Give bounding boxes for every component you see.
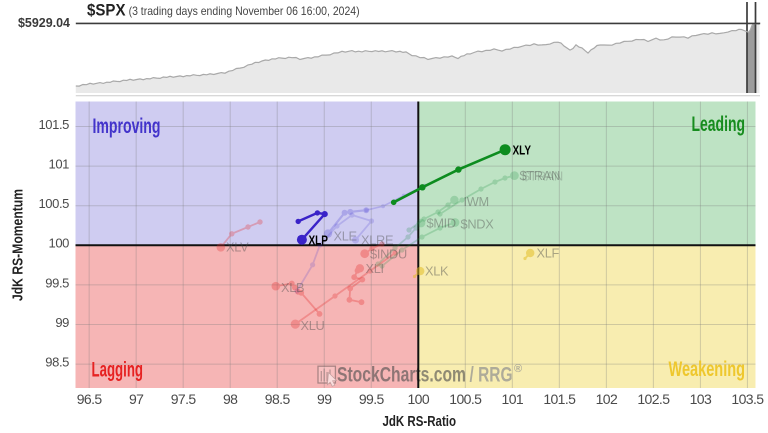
svg-text:/ RRG: / RRG bbox=[470, 364, 513, 387]
svg-text:98.5: 98.5 bbox=[45, 355, 69, 370]
svg-text:100.5: 100.5 bbox=[38, 196, 69, 211]
svg-text:99.5: 99.5 bbox=[359, 391, 385, 407]
svg-text:StockCharts.com: StockCharts.com bbox=[337, 364, 466, 387]
svg-text:99: 99 bbox=[317, 391, 332, 407]
svg-text:103: 103 bbox=[690, 391, 712, 407]
svg-text:JdK RS-Ratio: JdK RS-Ratio bbox=[383, 413, 457, 430]
svg-text:$5929.04: $5929.04 bbox=[18, 15, 71, 30]
svg-text:100: 100 bbox=[49, 236, 70, 251]
svg-text:$TRAN: $TRAN bbox=[520, 168, 561, 183]
svg-text:Improving: Improving bbox=[93, 115, 161, 138]
svg-text:XLV: XLV bbox=[226, 240, 249, 255]
svg-text:98: 98 bbox=[223, 391, 238, 407]
svg-text:IWM: IWM bbox=[464, 194, 489, 209]
svg-text:XLY: XLY bbox=[513, 142, 532, 157]
svg-text:97.5: 97.5 bbox=[171, 391, 197, 407]
svg-text:XLE: XLE bbox=[334, 229, 357, 244]
svg-text:$INDU: $INDU bbox=[370, 247, 407, 262]
svg-text:99.5: 99.5 bbox=[45, 275, 69, 290]
svg-text:XLP: XLP bbox=[309, 232, 329, 247]
svg-text:101: 101 bbox=[49, 157, 70, 172]
svg-text:XLRE: XLRE bbox=[361, 233, 393, 248]
svg-text:$MID: $MID bbox=[427, 216, 456, 231]
svg-text:100.5: 100.5 bbox=[449, 391, 482, 407]
svg-text:102: 102 bbox=[596, 391, 618, 407]
svg-text:$SPX: $SPX bbox=[87, 1, 126, 20]
svg-text:XLI: XLI bbox=[366, 261, 384, 276]
svg-text:XLF: XLF bbox=[537, 246, 560, 261]
svg-text:XLK: XLK bbox=[425, 264, 449, 279]
svg-text:Weakening: Weakening bbox=[669, 358, 746, 381]
svg-text:JdK RS-Momentum: JdK RS-Momentum bbox=[10, 189, 27, 301]
svg-text:98.5: 98.5 bbox=[265, 391, 291, 407]
svg-text:Leading: Leading bbox=[692, 113, 746, 136]
svg-text:97: 97 bbox=[129, 391, 144, 407]
svg-text:101.5: 101.5 bbox=[543, 391, 576, 407]
svg-text:XLB: XLB bbox=[281, 280, 304, 295]
svg-text:102.5: 102.5 bbox=[637, 391, 670, 407]
svg-text:Lagging: Lagging bbox=[92, 359, 144, 382]
svg-text:$TRAN: $TRAN bbox=[523, 169, 564, 184]
svg-text:99: 99 bbox=[55, 315, 69, 330]
svg-text:$NDX: $NDX bbox=[461, 217, 495, 232]
svg-text:®: ® bbox=[514, 363, 522, 375]
svg-text:101: 101 bbox=[502, 391, 524, 407]
svg-text:101.5: 101.5 bbox=[38, 117, 69, 132]
svg-text:(3 trading days ending Novembe: (3 trading days ending November 06 16:00… bbox=[129, 4, 360, 18]
svg-text:103.5: 103.5 bbox=[731, 391, 764, 407]
svg-text:100: 100 bbox=[407, 391, 429, 407]
svg-text:96.5: 96.5 bbox=[77, 391, 103, 407]
svg-text:XLU: XLU bbox=[301, 318, 325, 333]
